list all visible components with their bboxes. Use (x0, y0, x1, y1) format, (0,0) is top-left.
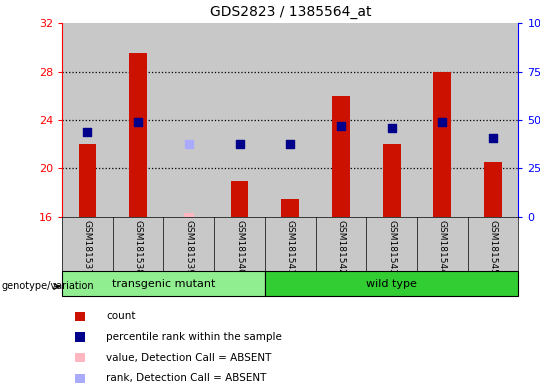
Text: percentile rank within the sample: percentile rank within the sample (106, 332, 282, 342)
Point (438, 119, 447, 126)
Bar (383, 144, 401, 217)
Bar (468, 23, 518, 217)
Point (76, 334, 84, 340)
Bar (417, 23, 468, 217)
Point (76, 313, 84, 319)
Bar (214, 23, 265, 217)
Text: GSM181543: GSM181543 (387, 220, 396, 275)
Bar (113, 23, 164, 217)
Bar (366, 23, 417, 217)
Point (83, 129, 92, 135)
Bar (62, 271, 265, 296)
Point (76, 375, 84, 381)
Bar (265, 271, 518, 296)
Point (76, 354, 84, 361)
Text: GSM181545: GSM181545 (489, 220, 497, 275)
Bar (231, 180, 248, 217)
Text: GSM181541: GSM181541 (286, 220, 295, 275)
Text: GSM181544: GSM181544 (438, 220, 447, 275)
Bar (265, 23, 315, 217)
Point (489, 135, 497, 141)
Text: rank, Detection Call = ABSENT: rank, Detection Call = ABSENT (106, 373, 267, 383)
Bar (62, 23, 113, 217)
Text: GSM181539: GSM181539 (184, 220, 193, 275)
Text: count: count (106, 311, 136, 321)
Bar (281, 199, 299, 217)
Title: GDS2823 / 1385564_at: GDS2823 / 1385564_at (210, 5, 371, 19)
Bar (129, 53, 147, 217)
Text: genotype/variation: genotype/variation (1, 281, 94, 291)
Bar (434, 71, 451, 217)
Text: GSM181537: GSM181537 (83, 220, 92, 275)
Point (286, 141, 294, 147)
Point (185, 141, 193, 147)
Bar (164, 23, 214, 217)
Bar (484, 162, 502, 217)
Text: wild type: wild type (366, 278, 417, 289)
Text: GSM181542: GSM181542 (336, 220, 346, 275)
Text: transgenic mutant: transgenic mutant (112, 278, 215, 289)
Bar (332, 96, 350, 217)
Bar (315, 23, 366, 217)
Bar (184, 214, 194, 217)
Bar (79, 144, 96, 217)
Text: GSM181540: GSM181540 (235, 220, 244, 275)
Point (336, 123, 345, 129)
Text: value, Detection Call = ABSENT: value, Detection Call = ABSENT (106, 353, 272, 362)
Text: GSM181538: GSM181538 (133, 220, 143, 275)
Point (134, 119, 143, 126)
Point (387, 126, 396, 132)
Point (235, 141, 244, 147)
